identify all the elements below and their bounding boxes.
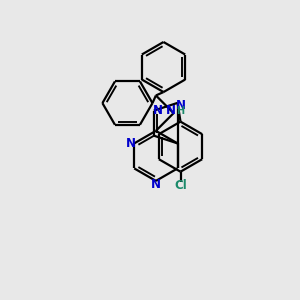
- Text: N: N: [125, 137, 135, 150]
- Text: N: N: [166, 104, 176, 117]
- Text: N: N: [151, 178, 161, 191]
- Text: N: N: [153, 104, 163, 117]
- Text: Cl: Cl: [174, 179, 187, 192]
- Text: N: N: [176, 99, 186, 112]
- Text: H: H: [176, 106, 184, 116]
